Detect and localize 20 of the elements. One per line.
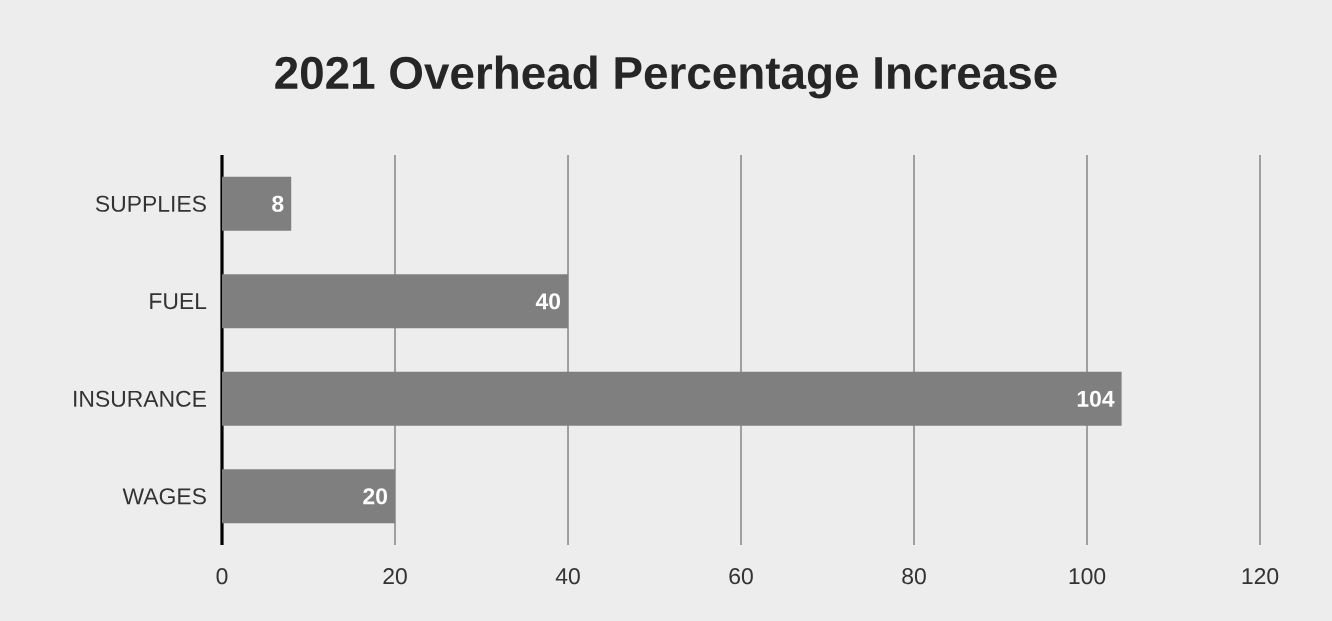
y-tick-label: FUEL: [150, 293, 207, 310]
y-tick-label: INSURANCE: [74, 390, 206, 407]
x-tick-label: 100: [1069, 568, 1106, 585]
bar: [222, 469, 395, 524]
x-tick-label: 40: [555, 568, 580, 585]
chart-title: 2021 Overhead Percentage Increase: [275, 55, 1057, 99]
x-tick-label: 120: [1242, 568, 1279, 585]
x-tick-label: 80: [902, 568, 926, 585]
data-label: 40: [535, 293, 561, 310]
bar: [222, 371, 1122, 426]
bar: [222, 176, 292, 231]
bar: [222, 274, 569, 329]
data-label: 20: [363, 488, 388, 505]
y-tick-label: WAGES: [122, 488, 206, 505]
data-label: 104: [1077, 390, 1115, 407]
x-tick-label: 60: [729, 568, 753, 585]
x-tick-label: 20: [383, 568, 407, 585]
data-label: 8: [272, 195, 284, 212]
y-tick-label: SUPPLIES: [95, 195, 206, 212]
x-tick-label: 0: [216, 568, 228, 585]
